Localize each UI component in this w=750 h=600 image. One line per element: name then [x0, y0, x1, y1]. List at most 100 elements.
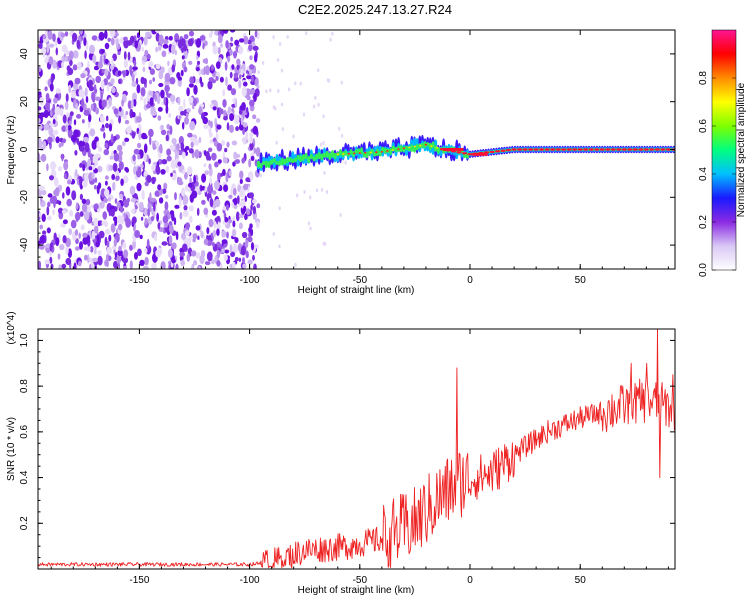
spectral-noise-blob — [176, 143, 180, 152]
spectral-noise-blob — [242, 137, 246, 145]
spectral-noise-blob — [113, 260, 118, 269]
spectral-noise-blob — [50, 161, 56, 171]
spectral-noise-blob — [248, 44, 253, 52]
spectral-noise-blob — [104, 68, 109, 77]
signal-band-segment — [322, 152, 327, 158]
spectral-noise-blob — [276, 58, 280, 62]
spectral-noise-blob — [234, 39, 240, 46]
spectral-noise-blob — [241, 157, 245, 164]
spectral-noise-blob — [248, 88, 255, 95]
spectral-noise-blob — [125, 167, 129, 173]
spectral-noise-blob — [225, 40, 229, 49]
spectral-noise-blob — [82, 232, 88, 238]
spectral-noise-blob — [239, 178, 243, 184]
spectral-noise-blob — [73, 119, 77, 126]
spectral-noise-blob — [97, 255, 103, 266]
spectral-noise-blob — [49, 83, 54, 92]
colorbar: 0.0 0.2 0.4 0.6 0.8 Normalized spectral ampl… — [698, 29, 747, 277]
spectral-noise-blob — [189, 76, 194, 84]
spectral-noise-blob — [208, 147, 213, 153]
spectral-noise-blob — [211, 209, 217, 216]
spectral-noise-blob — [84, 50, 87, 60]
spectral-noise-blob — [232, 261, 236, 269]
signal-band-segment — [262, 161, 266, 166]
spectral-noise-blob — [101, 49, 105, 54]
spectral-noise-blob — [137, 142, 142, 149]
spectral-noise-blob — [155, 46, 159, 53]
signal-band-segment — [291, 158, 295, 163]
spectral-noise-blob — [222, 30, 229, 34]
spectral-noise-blob — [305, 31, 308, 36]
spectral-noise-blob — [122, 256, 129, 264]
spectral-noise-blob — [55, 237, 60, 247]
spectral-noise-blob — [210, 30, 213, 36]
spectral-noise-blob — [70, 134, 77, 143]
spectral-noise-blob — [143, 78, 147, 85]
spectral-noise-blob — [238, 109, 243, 115]
spectral-noise-blob — [302, 112, 306, 117]
spectral-noise-blob — [234, 237, 239, 244]
spectral-noise-blob — [232, 97, 236, 104]
signal-band-segment — [301, 154, 305, 161]
spectral-noise-blob — [53, 129, 59, 136]
spectral-noise-blob — [167, 248, 173, 258]
y-tick-label: 20 — [19, 96, 30, 108]
signal-band-segment — [404, 145, 409, 151]
spectral-noise-blob — [254, 78, 259, 86]
spectral-noise-blob — [168, 235, 173, 245]
spectral-noise-blob — [155, 165, 159, 172]
spectral-noise-blob — [238, 257, 242, 262]
spectral-noise-blob — [132, 66, 138, 71]
spectral-noise-blob — [234, 159, 240, 164]
spectral-noise-blob — [88, 113, 92, 123]
spectral-noise-blob — [146, 174, 152, 184]
spectral-noise-blob — [92, 154, 98, 164]
spectral-noise-blob — [215, 76, 219, 81]
spectral-noise-blob — [226, 231, 229, 239]
spectral-noise-blob — [188, 182, 193, 188]
signal-band-segment — [312, 156, 316, 162]
spectral-noise-blob — [254, 159, 258, 167]
spectral-noise-blob — [191, 263, 195, 269]
spectral-noise-blob — [199, 35, 206, 41]
spectral-noise-blob — [221, 248, 225, 253]
spectral-noise-blob — [158, 34, 164, 45]
spectral-noise-blob — [211, 79, 217, 84]
signal-band-peak — [522, 148, 528, 151]
signal-band-segment — [360, 147, 364, 155]
spectral-noise-blob — [229, 124, 234, 133]
spectral-noise-blob — [150, 216, 155, 222]
spectral-noise-blob — [65, 124, 69, 133]
spectral-noise-blob — [222, 89, 226, 97]
spectral-noise-blob — [238, 123, 244, 131]
spectral-noise-blob — [240, 68, 244, 76]
spectral-noise-blob — [66, 198, 72, 207]
spectral-noise-blob — [199, 76, 202, 84]
spectral-noise-blob — [207, 80, 213, 90]
spectral-noise-blob — [108, 97, 112, 106]
spectral-noise-blob — [317, 102, 320, 107]
spectral-noise-blob — [52, 209, 56, 216]
spectral-noise-blob — [234, 257, 239, 262]
spectral-noise-blob — [232, 229, 236, 238]
spectral-noise-blob — [63, 161, 69, 171]
spectral-noise-blob — [230, 186, 233, 197]
spectral-noise-blob — [81, 98, 85, 108]
spectral-noise-blob — [127, 51, 131, 61]
spectrogram-panel: -150 -100 -50 0 50 -40 -20 0 20 40 Height of stra… — [6, 29, 676, 296]
signal-band-peak — [583, 148, 589, 151]
spectral-noise-blob — [190, 250, 197, 257]
signal-band-segment — [436, 147, 440, 154]
spectral-noise-blob — [139, 163, 144, 169]
spectral-noise-blob — [89, 128, 96, 137]
spectral-noise-blob — [42, 230, 47, 235]
spectral-noise-blob — [108, 234, 112, 242]
spectral-noise-blob — [162, 188, 167, 194]
spectral-noise-blob — [198, 136, 202, 144]
spectral-noise-blob — [120, 215, 125, 225]
spectral-noise-blob — [228, 170, 232, 177]
spectral-noise-blob — [241, 102, 246, 111]
spectral-noise-blob — [188, 205, 194, 212]
spectral-noise-blob — [75, 102, 79, 110]
spectral-noise-blob — [253, 147, 257, 154]
